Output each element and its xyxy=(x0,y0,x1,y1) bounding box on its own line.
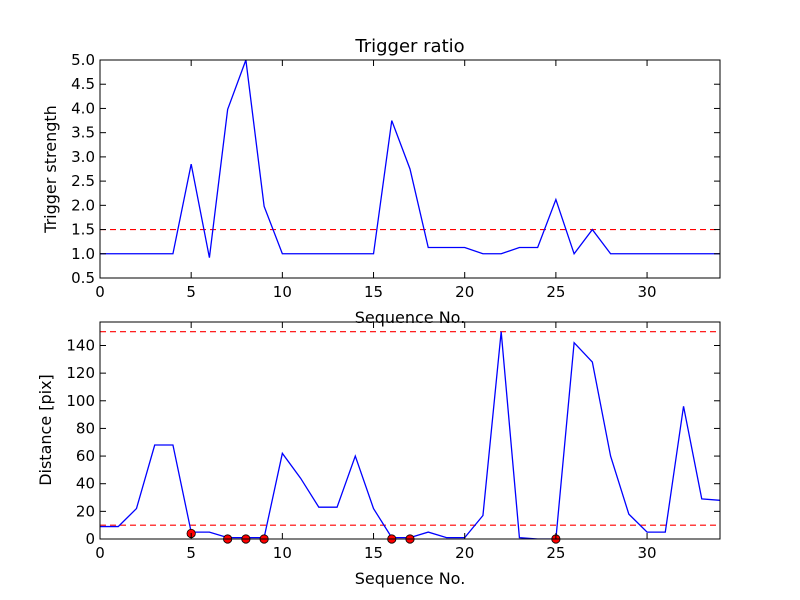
trigger-y-tick-label: 3.0 xyxy=(71,148,95,166)
trigger-x-tick-label: 20 xyxy=(455,283,474,301)
trigger-ratio-panel: Trigger ratio 0 5 10 15 20 25 30 0.5 1.0 1.5 2.0 2.… xyxy=(41,36,721,327)
distance-y-tick-label: 0 xyxy=(85,530,95,548)
trigger-series-group xyxy=(100,60,720,258)
trigger-x-tick-label: 25 xyxy=(546,283,565,301)
trigger-x-tick-label: 30 xyxy=(638,283,657,301)
distance-y-tick-label: 60 xyxy=(76,447,95,465)
trigger-plot-area xyxy=(100,60,720,258)
distance-x-tick-label: 15 xyxy=(364,544,383,562)
chart-title: Trigger ratio xyxy=(354,36,464,57)
trigger-y-tick-label: 2.5 xyxy=(71,172,95,190)
trigger-y-axis-label: Trigger strength xyxy=(41,105,60,234)
distance-x-tick-label: 25 xyxy=(546,544,565,562)
distance-y-tick-label: 140 xyxy=(66,336,95,354)
trigger-y-tick-label: 2.0 xyxy=(71,196,95,214)
trigger-y-tick-label: 4.0 xyxy=(71,99,95,117)
trigger-y-tick-label: 1.0 xyxy=(71,245,95,263)
distance-y-tick-label: 100 xyxy=(66,392,95,410)
trigger-y-tick-label: 5.0 xyxy=(71,51,95,69)
distance-axes-frame xyxy=(99,321,721,540)
trigger-x-axis-label: Sequence No. xyxy=(355,308,466,327)
distance-x-tick-label: 20 xyxy=(455,544,474,562)
distance-x-tick-label: 30 xyxy=(638,544,657,562)
trigger-x-tick-label: 10 xyxy=(273,283,292,301)
trigger-y-tick-label: 1.5 xyxy=(71,221,95,239)
distance-y-tick-label: 120 xyxy=(66,364,95,382)
distance-y-tick-label: 40 xyxy=(76,475,95,493)
distance-x-tick-label: 5 xyxy=(186,544,196,562)
trigger-series-line-0 xyxy=(100,60,720,258)
distance-ticks: 0 5 10 15 20 25 30 0 20 40 60 80 100 120 140 xyxy=(66,322,720,562)
trigger-y-tick-label: 0.5 xyxy=(71,269,95,287)
trigger-axes-frame xyxy=(99,59,721,279)
trigger-ticks: 0 5 10 15 20 25 30 0.5 1.0 1.5 2.0 2.5 3.0 3.5 4.0 4.5 5… xyxy=(71,51,720,301)
distance-y-axis-label: Distance [pix] xyxy=(36,374,55,486)
distance-x-axis-label: Sequence No. xyxy=(355,569,466,588)
distance-y-tick-label: 80 xyxy=(76,419,95,437)
distance-panel: 0 5 10 15 20 25 30 0 20 40 60 80 100 120 140 Sequence … xyxy=(36,321,721,588)
distance-x-tick-label: 10 xyxy=(273,544,292,562)
trigger-y-tick-label: 3.5 xyxy=(71,124,95,142)
trigger-x-tick-label: 15 xyxy=(364,283,383,301)
trigger-x-tick-label: 0 xyxy=(95,283,105,301)
trigger-y-tick-label: 4.5 xyxy=(71,75,95,93)
distance-y-tick-label: 20 xyxy=(76,502,95,520)
trigger-x-tick-label: 5 xyxy=(186,283,196,301)
distance-x-tick-label: 0 xyxy=(95,544,105,562)
